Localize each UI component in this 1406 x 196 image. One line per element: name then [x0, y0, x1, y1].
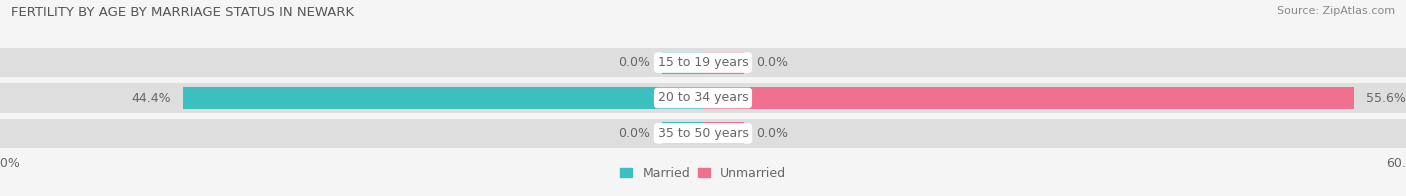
Text: 0.0%: 0.0%: [756, 127, 787, 140]
Legend: Married, Unmarried: Married, Unmarried: [614, 162, 792, 185]
Text: 44.4%: 44.4%: [131, 92, 172, 104]
Text: 55.6%: 55.6%: [1367, 92, 1406, 104]
Text: Source: ZipAtlas.com: Source: ZipAtlas.com: [1277, 6, 1395, 16]
Bar: [703, 87, 1354, 109]
Bar: [183, 87, 703, 109]
Bar: [0, 119, 1406, 148]
Text: 0.0%: 0.0%: [619, 56, 650, 69]
Text: 15 to 19 years: 15 to 19 years: [658, 56, 748, 69]
Bar: [703, 122, 744, 144]
Bar: [0, 48, 1406, 77]
Text: FERTILITY BY AGE BY MARRIAGE STATUS IN NEWARK: FERTILITY BY AGE BY MARRIAGE STATUS IN N…: [11, 6, 354, 19]
Text: 0.0%: 0.0%: [756, 56, 787, 69]
Text: 35 to 50 years: 35 to 50 years: [658, 127, 748, 140]
Bar: [703, 52, 744, 74]
Text: 0.0%: 0.0%: [619, 127, 650, 140]
Text: 20 to 34 years: 20 to 34 years: [658, 92, 748, 104]
Bar: [662, 52, 703, 74]
Bar: [662, 122, 703, 144]
Bar: [0, 83, 1406, 113]
